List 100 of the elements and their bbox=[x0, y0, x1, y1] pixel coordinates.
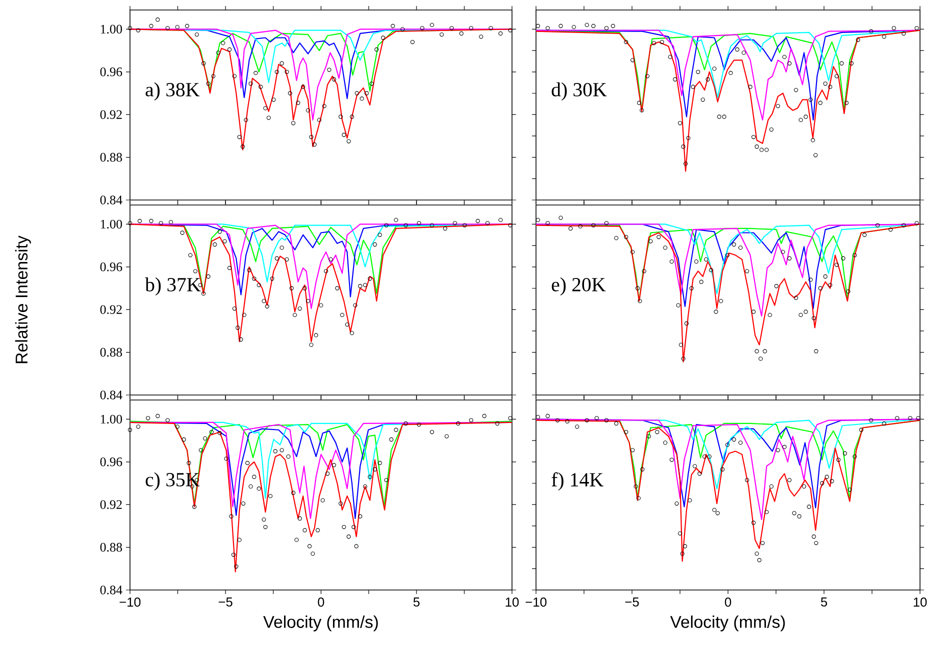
x-tick-label: −5 bbox=[625, 598, 639, 607]
point bbox=[280, 246, 284, 250]
y-tick-label: 0.88 bbox=[100, 348, 122, 357]
point bbox=[686, 136, 690, 140]
point bbox=[416, 221, 422, 226]
point bbox=[681, 356, 686, 361]
point bbox=[247, 268, 252, 272]
point bbox=[630, 58, 635, 62]
point bbox=[476, 218, 480, 224]
point bbox=[694, 259, 698, 264]
point bbox=[238, 337, 244, 342]
point bbox=[762, 349, 767, 354]
point bbox=[358, 284, 362, 288]
x-tick-label: −10 bbox=[526, 598, 546, 607]
point bbox=[834, 74, 839, 78]
y-tick-label: 0.92 bbox=[100, 500, 122, 510]
point bbox=[902, 223, 906, 228]
point bbox=[614, 236, 618, 240]
point bbox=[138, 218, 142, 224]
x-tick-label: −5 bbox=[218, 598, 232, 607]
point bbox=[754, 144, 759, 149]
x-tick-label: 5 bbox=[820, 598, 828, 607]
point bbox=[309, 342, 314, 347]
point bbox=[546, 221, 550, 226]
point bbox=[328, 257, 333, 262]
point bbox=[849, 61, 854, 66]
point bbox=[353, 303, 358, 308]
point bbox=[314, 333, 318, 338]
point bbox=[624, 234, 628, 240]
point bbox=[384, 223, 388, 228]
point bbox=[846, 289, 850, 294]
point bbox=[732, 242, 736, 247]
point bbox=[722, 114, 726, 119]
point bbox=[670, 259, 674, 264]
point bbox=[298, 306, 302, 311]
point bbox=[236, 326, 240, 330]
y-tick-label: 0.84 bbox=[100, 390, 122, 400]
point bbox=[262, 298, 266, 304]
point bbox=[536, 218, 540, 222]
point bbox=[690, 84, 696, 89]
point bbox=[804, 114, 808, 119]
point bbox=[812, 316, 816, 320]
text: a) 38K bbox=[146, 82, 200, 100]
point bbox=[591, 24, 596, 28]
point bbox=[638, 298, 642, 304]
point bbox=[663, 246, 668, 250]
point bbox=[660, 40, 664, 44]
point bbox=[572, 24, 576, 30]
point bbox=[584, 22, 589, 28]
text: e) 20K bbox=[552, 277, 606, 296]
point bbox=[709, 268, 714, 272]
x-tick-label: 0 bbox=[724, 598, 732, 607]
point bbox=[808, 98, 813, 102]
point bbox=[787, 256, 792, 260]
point bbox=[714, 310, 718, 314]
point bbox=[656, 234, 661, 240]
point bbox=[856, 38, 860, 42]
y-tick-label: 1.00 bbox=[100, 24, 122, 34]
point bbox=[668, 54, 672, 60]
point bbox=[149, 218, 154, 224]
point bbox=[798, 118, 803, 122]
point bbox=[888, 227, 893, 232]
point bbox=[678, 342, 684, 347]
point bbox=[270, 276, 274, 281]
point bbox=[630, 250, 635, 254]
point bbox=[813, 153, 818, 158]
point bbox=[738, 246, 743, 250]
point bbox=[751, 134, 756, 140]
point bbox=[372, 242, 377, 247]
point bbox=[350, 331, 354, 336]
point bbox=[302, 286, 307, 290]
point bbox=[794, 88, 798, 92]
point bbox=[222, 239, 227, 244]
point bbox=[640, 108, 644, 112]
x-tick-label: 10 bbox=[506, 598, 519, 607]
point bbox=[578, 224, 582, 228]
x-tick-label: 0 bbox=[318, 598, 324, 607]
point bbox=[452, 221, 457, 226]
y-tick-label: 0.92 bbox=[100, 110, 122, 119]
x-tick-label: −10 bbox=[120, 598, 140, 607]
point bbox=[700, 98, 705, 102]
point bbox=[604, 26, 609, 30]
point bbox=[274, 256, 279, 260]
point bbox=[681, 144, 686, 149]
point bbox=[485, 221, 490, 226]
point bbox=[814, 349, 818, 354]
x-tick-label: 10 bbox=[914, 598, 927, 607]
point bbox=[782, 54, 787, 60]
point bbox=[672, 77, 678, 82]
point bbox=[804, 310, 808, 314]
point bbox=[780, 250, 785, 254]
point bbox=[591, 223, 596, 228]
point bbox=[201, 292, 206, 296]
point bbox=[758, 356, 763, 361]
point bbox=[642, 269, 646, 274]
point bbox=[335, 286, 340, 290]
point bbox=[718, 298, 723, 304]
point bbox=[462, 223, 467, 228]
point bbox=[725, 253, 730, 258]
point bbox=[776, 104, 780, 108]
